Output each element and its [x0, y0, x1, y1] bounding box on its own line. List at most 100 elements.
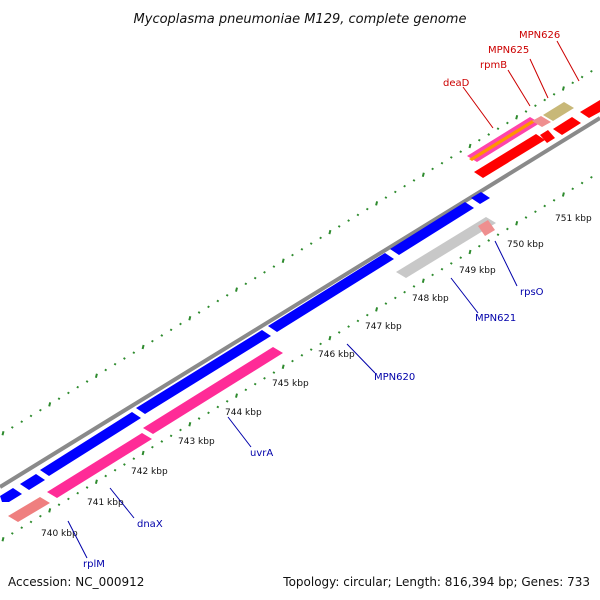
tick-mark: [412, 285, 416, 288]
tick-mark: [356, 213, 360, 217]
tick-mark: [151, 339, 154, 343]
scale-label-751: 751 kbp: [555, 214, 592, 224]
tick-mark: [496, 127, 500, 131]
tick-mark: [188, 316, 192, 321]
tick-mark: [113, 362, 117, 366]
tick-mark: [449, 262, 453, 265]
scale-label-747: 747 kbp: [365, 322, 402, 332]
minus-gene-uvra: [136, 330, 271, 414]
gene-label-mpn621: MPN621: [475, 313, 516, 324]
tick-mark: [384, 196, 388, 199]
scale-label-746: 746 kbp: [318, 350, 355, 360]
tick-mark: [10, 532, 14, 535]
plus-gene-rpmb: [540, 130, 555, 143]
gene-label-rpso: rpsO: [520, 287, 544, 298]
tick-mark: [496, 233, 500, 237]
tick-mark: [48, 508, 52, 513]
tick-mark: [160, 440, 164, 443]
tick-mark: [235, 287, 238, 292]
tick-mark: [179, 428, 182, 432]
scale-label-750: 750 kbp: [507, 240, 544, 250]
tick-mark: [421, 278, 425, 283]
tick-mark: [524, 110, 528, 113]
tick-mark: [337, 225, 341, 228]
minus-gene-1: [0, 488, 22, 502]
tick-mark: [459, 150, 463, 154]
tick-mark: [1, 536, 5, 542]
tick-mark: [85, 486, 89, 489]
tick-mark: [552, 198, 556, 202]
gene-label-mpn620: MPN620: [374, 372, 415, 383]
tick-mark: [524, 216, 528, 219]
tick-mark: [403, 290, 406, 294]
tick-mark: [197, 311, 201, 314]
genome-summary-text: Topology: circular; Length: 816,394 bp; …: [282, 575, 590, 589]
lower-gene-labels: rplM dnaX uvrA MPN620 MPN621 rpsO: [67, 240, 544, 570]
scale-label-749: 749 kbp: [459, 266, 496, 276]
scale-label-744: 744 kbp: [225, 408, 262, 418]
tick-mark: [216, 405, 220, 409]
tick-mark: [347, 325, 350, 328]
minus-gene-rpso: [471, 192, 490, 204]
tick-mark: [534, 104, 537, 108]
page-title: Mycoplasma pneumoniae M129, complete gen…: [134, 12, 467, 27]
tick-mark: [393, 296, 397, 300]
tick-mark: [113, 468, 117, 472]
tick-mark: [347, 219, 350, 222]
tick-mark: [431, 273, 434, 277]
tick-mark: [207, 305, 210, 309]
tick-mark: [39, 408, 42, 412]
tick-mark: [319, 342, 322, 346]
tick-mark: [263, 270, 266, 274]
tick-mark: [197, 417, 201, 420]
tick-mark: [20, 420, 24, 424]
tick-mark: [160, 334, 164, 337]
tick-mark: [580, 181, 584, 185]
tick-mark: [543, 98, 547, 102]
tick-mark: [281, 258, 285, 264]
tick-mark: [421, 172, 425, 177]
tick-mark: [85, 380, 89, 383]
tick-mark: [39, 514, 42, 518]
tick-mark: [515, 114, 519, 120]
tick-mark: [169, 434, 173, 438]
tick-mark: [561, 192, 565, 197]
tick-mark: [590, 175, 593, 179]
tick-mark: [319, 236, 322, 240]
tick-mark: [534, 210, 537, 214]
tick-mark: [151, 445, 154, 449]
accession-text: Accession: NC_000912: [8, 575, 144, 589]
gene-label-uvra: uvrA: [250, 448, 273, 459]
scale-label-742: 742 kbp: [131, 467, 168, 477]
tick-mark: [225, 293, 229, 297]
scale-label-748: 748 kbp: [412, 294, 449, 304]
gene-block-uvra: [143, 347, 283, 434]
tick-rings: [1, 69, 593, 542]
tick-mark: [207, 411, 210, 415]
gene-block-rpmb: [532, 116, 551, 127]
tick-mark: [506, 121, 509, 125]
tick-mark: [94, 373, 98, 378]
tick-mark: [141, 344, 145, 350]
gene-block-dnax: [47, 433, 152, 498]
tick-mark: [291, 359, 294, 363]
tick-mark: [263, 376, 266, 380]
tick-mark: [253, 382, 257, 386]
tick-mark: [104, 474, 108, 478]
tick-mark: [225, 399, 229, 403]
tick-mark: [393, 190, 397, 194]
tick-mark: [67, 391, 70, 395]
tick-mark: [375, 307, 379, 312]
tick-mark: [337, 331, 341, 334]
tick-mark: [29, 414, 33, 418]
tick-mark: [67, 497, 70, 501]
tick-mark: [412, 179, 416, 182]
tick-mark: [57, 503, 61, 507]
tick-mark: [300, 353, 304, 357]
tick-mark: [515, 220, 519, 226]
genome-backbone: [0, 116, 600, 489]
gene-block-dead-orange: [469, 120, 535, 161]
minus-gene-mpn620: [268, 253, 394, 332]
tick-mark: [20, 526, 24, 530]
tick-mark: [179, 322, 182, 326]
